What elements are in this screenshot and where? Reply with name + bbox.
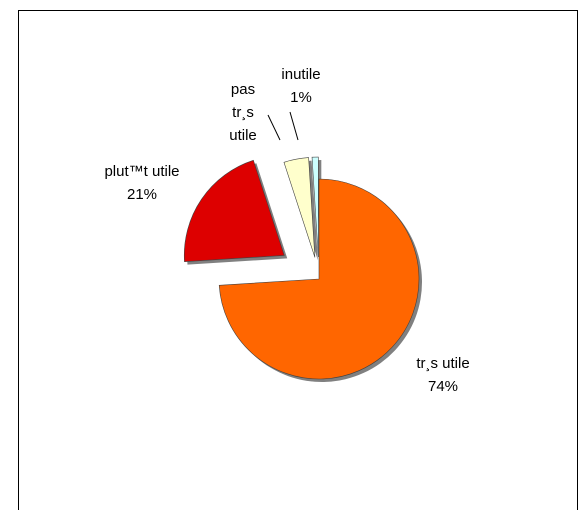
label-pas-tres-utile-line3: utile <box>229 127 257 144</box>
label-pas-tres-utile-line2: tr¸s <box>232 104 254 121</box>
chart-frame <box>18 10 578 510</box>
label-inutile-name: inutile <box>281 66 320 83</box>
slice-plutot-utile <box>183 159 285 262</box>
label-plutot-utile-name: plut™t utile <box>104 163 179 180</box>
slices <box>183 156 420 380</box>
leader-line-pas-tres-utile <box>267 114 281 141</box>
label-tres-utile-name: tr¸s utile <box>416 355 469 372</box>
leader-line-inutile <box>289 111 299 141</box>
slice-inutile <box>311 156 319 258</box>
slice-tres-utile <box>218 178 420 380</box>
label-plutot-utile-pct: 21% <box>127 186 157 203</box>
slice-pas-tres-utile <box>283 157 316 258</box>
label-pas-tres-utile-line1: pas <box>231 81 255 98</box>
label-inutile-pct: 1% <box>290 89 312 106</box>
label-tres-utile-pct: 74% <box>428 378 458 395</box>
